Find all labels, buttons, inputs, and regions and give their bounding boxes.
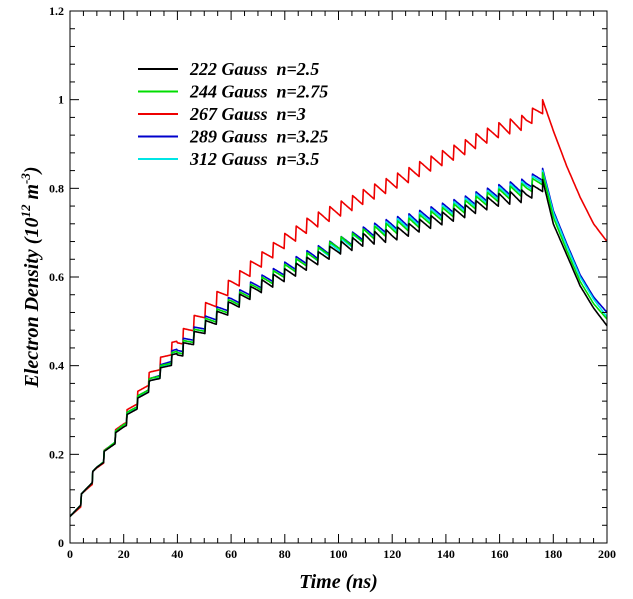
series-line	[69, 172, 608, 517]
legend-label: 289 Gauss n=3.25	[189, 127, 328, 147]
y-axis-title: Electron Density (1012 m-3)	[18, 166, 43, 388]
y-tick-label: 0.6	[49, 270, 64, 284]
y-axis-title-exp2: -3	[18, 173, 33, 184]
x-tick-label: 0	[67, 547, 73, 561]
x-tick-label: 60	[225, 547, 237, 561]
y-axis-title-base: Electron Density (10	[21, 218, 43, 389]
x-tick-label: 100	[330, 547, 348, 561]
x-axis-title: Time (ns)	[299, 571, 378, 593]
x-tick-label: 20	[118, 547, 130, 561]
legend-label: 244 Gauss n=2.75	[189, 82, 328, 102]
tick-labels-layer: 0 20 40 60 80 100 120 140 160 180 200 0 0.2 0.4 0.6 0.8…	[49, 4, 616, 561]
series-line	[69, 178, 608, 517]
x-tick-label: 80	[279, 547, 291, 561]
legend-label: 312 Gauss n=3.5	[189, 149, 319, 169]
legend-label: 222 Gauss n=2.5	[189, 59, 319, 79]
x-tick-label: 160	[491, 547, 509, 561]
y-tick-label: 0.8	[49, 181, 64, 195]
x-tick-label: 180	[544, 547, 562, 561]
y-axis-title-exp1: 12	[18, 204, 33, 218]
series-line	[69, 98, 608, 518]
y-tick-label: 1.2	[49, 4, 64, 18]
ticks-layer	[69, 10, 608, 544]
y-axis-title-end: )	[21, 166, 43, 175]
x-tick-label: 40	[171, 547, 183, 561]
y-tick-label: 0	[58, 536, 64, 550]
x-tick-label: 120	[383, 547, 401, 561]
legend-label: 267 Gauss n=3	[189, 104, 306, 124]
y-tick-label: 0.4	[49, 359, 64, 373]
y-axis-title-mid: m	[21, 184, 43, 205]
y-tick-label: 1	[58, 93, 64, 107]
x-tick-label: 200	[598, 547, 616, 561]
series-layer	[69, 98, 608, 518]
y-tick-label: 0.2	[49, 447, 64, 461]
x-tick-label: 140	[437, 547, 455, 561]
